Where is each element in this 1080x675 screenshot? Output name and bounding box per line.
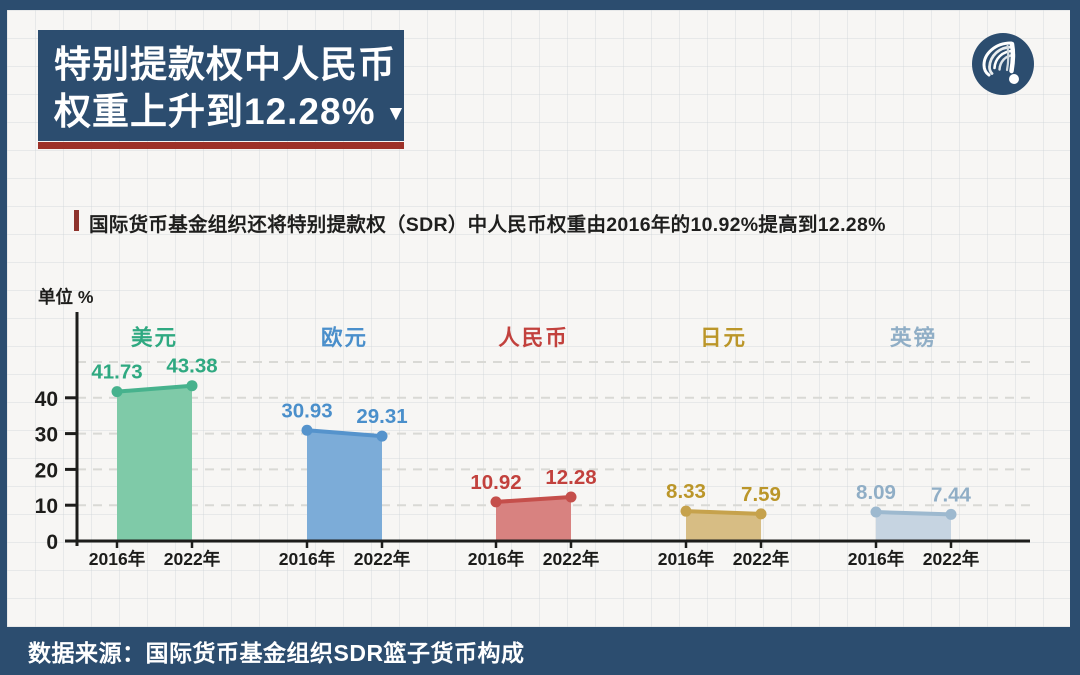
value-label-cny-2022: 12.28	[545, 466, 596, 489]
y-tick-label: 30	[35, 424, 58, 447]
data-point-eur-2016	[301, 424, 313, 436]
series-title-gbp: 英镑	[890, 325, 937, 350]
footer-source-text: 数据来源：国际货币基金组织SDR篮子货币构成	[28, 640, 525, 666]
value-label-gbp-2022: 7.44	[931, 483, 971, 506]
series-area-gbp	[876, 512, 951, 540]
value-label-gbp-2016: 8.09	[856, 481, 896, 504]
news-agency-logo-icon	[972, 33, 1034, 95]
subtitle-accent-bar	[74, 210, 79, 231]
y-tick-label: 20	[35, 459, 58, 482]
series-line-cny	[495, 495, 572, 504]
x-tick-label: 2016年	[279, 549, 336, 569]
sdr-weight-chart: 0 10 20 30 40 41.73 43.38 美元 2016年 2022年 30.93 29.3…	[35, 312, 1030, 569]
triangle-down-icon: ▼	[385, 102, 407, 126]
value-label-eur-2022: 29.31	[356, 405, 407, 428]
series-title-cny: 人民币	[498, 326, 569, 350]
series-area-cny	[496, 497, 571, 540]
title-line-2: 权重上升到12.28% ▼	[54, 91, 407, 133]
value-label-eur-2016: 30.93	[281, 399, 332, 422]
x-tick-label: 2022年	[923, 549, 980, 569]
title-box: 特别提款权中人民币 权重上升到12.28% ▼	[38, 30, 407, 141]
title-underline	[38, 142, 404, 149]
x-tick-label: 2016年	[848, 549, 905, 569]
subtitle-block: 国际货币基金组织还将特别提款权（SDR）中人民币权重由2016年的10.92%提…	[74, 208, 886, 237]
value-label-usd-2022: 43.38	[166, 355, 217, 378]
series-line-eur	[306, 428, 383, 439]
data-point-cny-2016	[490, 496, 502, 508]
data-point-jpy-2016	[680, 505, 692, 517]
data-point-cny-2022	[565, 491, 577, 503]
data-point-jpy-2022	[755, 508, 767, 520]
y-tick-label: 10	[35, 495, 58, 518]
footer-bar: 数据来源：国际货币基金组织SDR篮子货币构成	[0, 627, 1080, 675]
unit-label: 单位 %	[38, 287, 94, 307]
data-point-eur-2022	[376, 430, 388, 442]
series-line-usd	[116, 383, 193, 394]
series-area-jpy	[686, 511, 761, 540]
series-area-usd	[117, 385, 192, 540]
data-point-gbp-2016	[870, 506, 882, 518]
series-title-eur: 欧元	[321, 325, 368, 350]
value-label-jpy-2016: 8.33	[666, 480, 706, 503]
series-line-gbp	[875, 510, 952, 517]
series-title-jpy: 日元	[700, 326, 747, 350]
y-tick-label: 40	[35, 388, 58, 411]
series-title-usd: 美元	[131, 325, 178, 350]
data-point-usd-2022	[186, 380, 198, 392]
series-line-jpy	[685, 509, 762, 516]
x-tick-label: 2016年	[658, 549, 715, 569]
value-label-cny-2016: 10.92	[470, 471, 521, 494]
x-tick-label: 2022年	[543, 549, 600, 569]
x-tick-label: 2022年	[164, 549, 221, 569]
x-tick-label: 2022年	[354, 549, 411, 569]
title-line-1: 特别提款权中人民币	[54, 44, 396, 85]
x-tick-label: 2016年	[468, 549, 525, 569]
data-point-gbp-2022	[945, 508, 957, 520]
value-label-usd-2016: 41.73	[91, 361, 142, 384]
value-label-jpy-2022: 7.59	[741, 483, 781, 506]
series-area-eur	[307, 430, 382, 540]
subtitle-text: 国际货币基金组织还将特别提款权（SDR）中人民币权重由2016年的10.92%提…	[89, 214, 886, 236]
y-tick-label: 0	[46, 531, 58, 554]
data-point-usd-2016	[111, 386, 123, 398]
x-tick-label: 2016年	[89, 549, 146, 569]
x-tick-label: 2022年	[733, 549, 790, 569]
